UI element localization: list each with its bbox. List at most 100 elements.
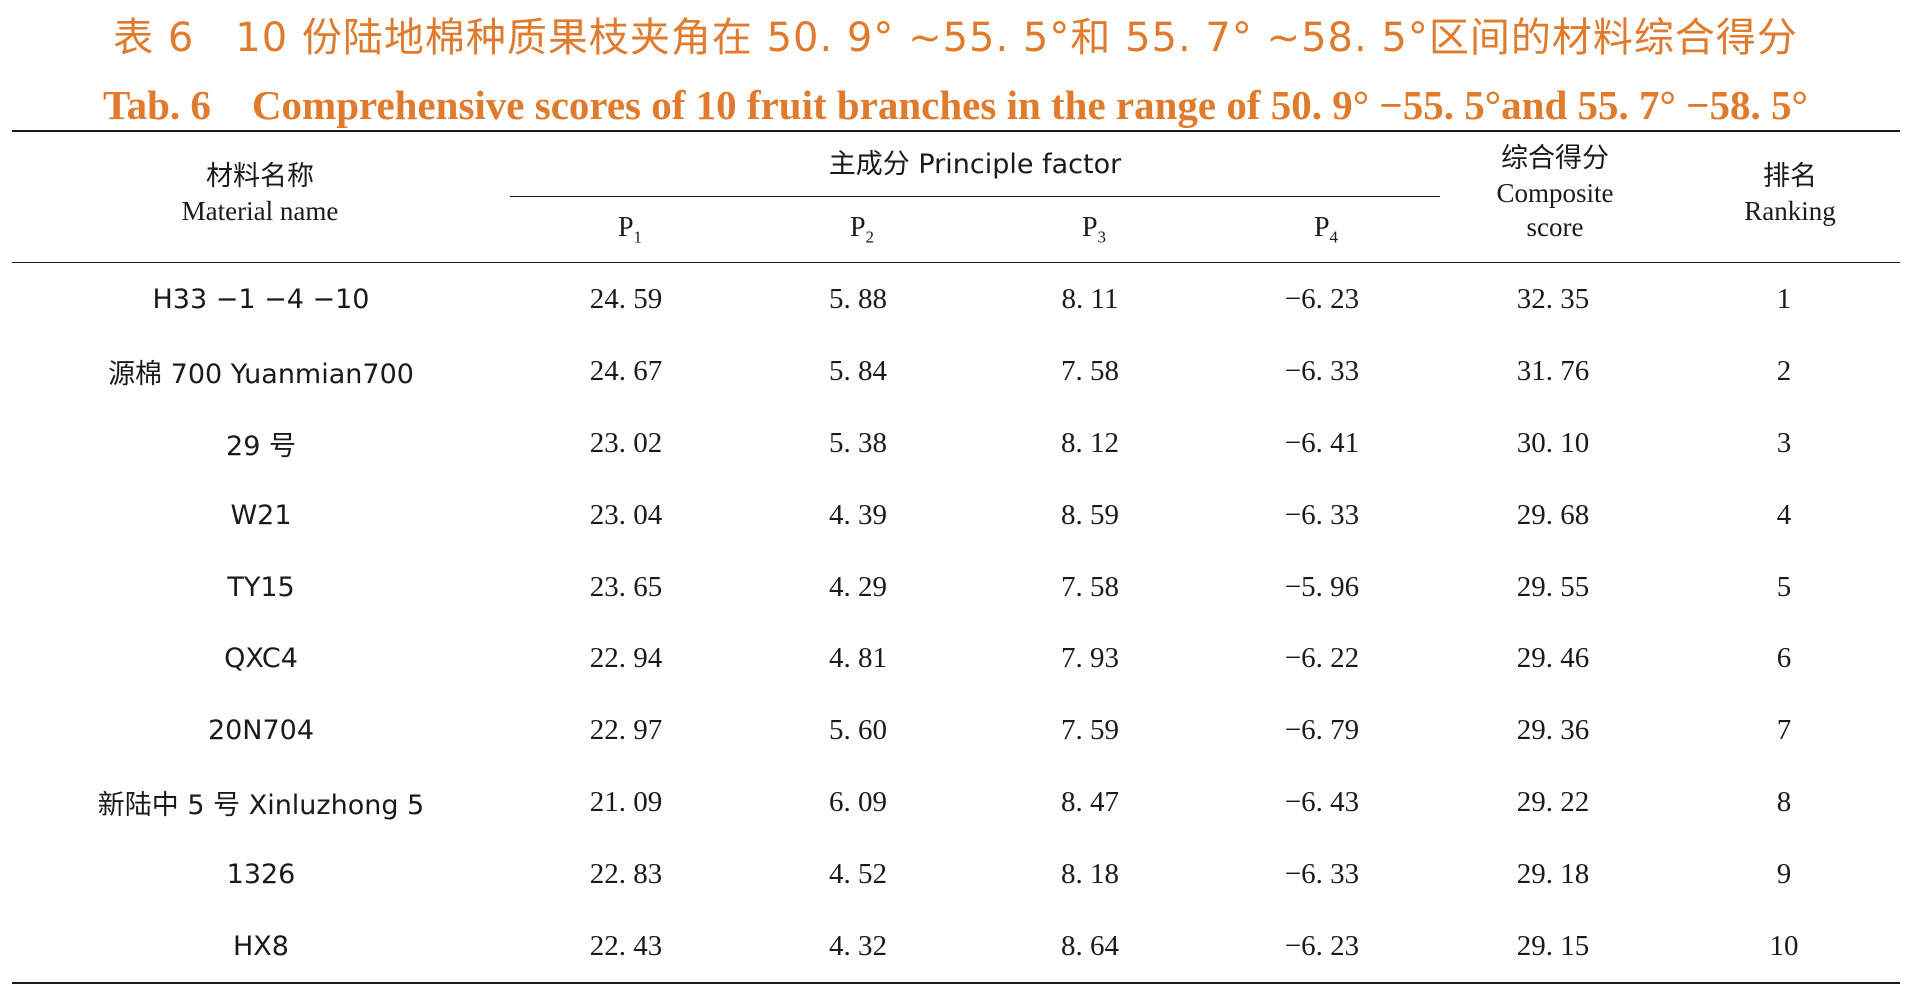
cell-p3: 7. 93 bbox=[1061, 642, 1119, 675]
header-composite-en-2: score bbox=[1526, 212, 1584, 242]
cell-p3: 8. 18 bbox=[1061, 857, 1119, 890]
cell-rank: 5 bbox=[1776, 570, 1792, 603]
header-principal-factor: 主成分 Principle factor bbox=[510, 148, 1440, 182]
header-ranking-en: Ranking bbox=[1744, 196, 1836, 226]
cell-p3: 7. 58 bbox=[1061, 570, 1119, 603]
table-row: H33 −1 −4 −10 24. 59 5. 88 8. 11 −6. 23 … bbox=[12, 264, 1900, 336]
cell-p2: 4. 52 bbox=[829, 857, 887, 890]
cell-p1: 22. 43 bbox=[589, 929, 663, 962]
cell-p2: 5. 88 bbox=[829, 283, 887, 316]
header-material-name: 材料名称 Material name bbox=[70, 160, 450, 228]
cell-p2: 5. 84 bbox=[829, 355, 887, 388]
header-composite-score: 综合得分 Composite score bbox=[1440, 142, 1670, 244]
cell-p3: 8. 12 bbox=[1061, 426, 1119, 459]
cell-score: 31. 76 bbox=[1516, 355, 1590, 388]
cell-material: 新陆中 5 号 Xinluzhong 5 bbox=[97, 789, 425, 821]
cell-p3: 8. 11 bbox=[1061, 283, 1119, 316]
cell-rank: 10 bbox=[1769, 929, 1799, 962]
header-material-en: Material name bbox=[181, 196, 339, 226]
table-title-english: Tab. 6 Comprehensive scores of 10 fruit … bbox=[103, 82, 1808, 128]
cell-score: 29. 18 bbox=[1516, 857, 1590, 890]
header-p3: P3 bbox=[1081, 212, 1107, 247]
header-p4: P4 bbox=[1313, 212, 1339, 247]
cell-rank: 8 bbox=[1776, 785, 1792, 818]
cell-material: 29 号 bbox=[226, 430, 296, 462]
cell-p4: −6. 23 bbox=[1284, 929, 1360, 962]
cell-material: 1326 bbox=[226, 858, 296, 890]
cell-p4: −6. 41 bbox=[1284, 426, 1360, 459]
header-ranking: 排名 Ranking bbox=[1690, 160, 1890, 228]
table-row: W21 23. 04 4. 39 8. 59 −6. 33 29. 68 4 bbox=[12, 479, 1900, 551]
cell-p2: 4. 32 bbox=[829, 929, 887, 962]
cell-p1: 24. 67 bbox=[589, 355, 663, 388]
principal-factor-underline bbox=[510, 196, 1440, 197]
cell-material: H33 −1 −4 −10 bbox=[152, 284, 370, 316]
cell-p3: 8. 64 bbox=[1061, 929, 1119, 962]
header-ranking-cn: 排名 bbox=[1763, 161, 1817, 192]
table-row: 29 号 23. 02 5. 38 8. 12 −6. 41 30. 10 3 bbox=[12, 408, 1900, 480]
cell-p2: 5. 60 bbox=[829, 714, 887, 747]
cell-p4: −6. 79 bbox=[1284, 714, 1360, 747]
cell-p2: 4. 29 bbox=[829, 570, 887, 603]
cell-p4: −6. 33 bbox=[1284, 355, 1360, 388]
cell-p1: 21. 09 bbox=[589, 785, 663, 818]
table-row: 1326 22. 83 4. 52 8. 18 −6. 33 29. 18 9 bbox=[12, 838, 1900, 910]
cell-score: 29. 36 bbox=[1516, 714, 1590, 747]
cell-rank: 9 bbox=[1776, 857, 1792, 890]
header-composite-en-1: Composite bbox=[1496, 178, 1614, 208]
cell-p4: −6. 33 bbox=[1284, 857, 1360, 890]
cell-p1: 23. 04 bbox=[589, 498, 663, 531]
cell-p3: 8. 47 bbox=[1061, 785, 1119, 818]
header-composite-cn: 综合得分 bbox=[1501, 143, 1609, 174]
cell-material: TY15 bbox=[227, 571, 295, 603]
cell-p1: 22. 97 bbox=[589, 714, 663, 747]
cell-p4: −6. 43 bbox=[1284, 785, 1360, 818]
cell-p2: 5. 38 bbox=[829, 426, 887, 459]
table-row: TY15 23. 65 4. 29 7. 58 −5. 96 29. 55 5 bbox=[12, 551, 1900, 623]
cell-score: 29. 15 bbox=[1516, 929, 1590, 962]
header-material-cn: 材料名称 bbox=[206, 161, 314, 192]
cell-p3: 7. 59 bbox=[1061, 714, 1119, 747]
cell-p2: 4. 39 bbox=[829, 498, 887, 531]
cell-rank: 7 bbox=[1776, 714, 1792, 747]
cell-rank: 2 bbox=[1776, 355, 1792, 388]
top-rule bbox=[12, 130, 1900, 132]
table-row: 20N704 22. 97 5. 60 7. 59 −6. 79 29. 36 … bbox=[12, 695, 1900, 767]
cell-material: 20N704 bbox=[207, 715, 315, 747]
cell-rank: 6 bbox=[1776, 642, 1792, 675]
cell-score: 29. 55 bbox=[1516, 570, 1590, 603]
table-title-chinese: 表 6 10 份陆地棉种质果枝夹角在 50. 9° ~55. 5°和 55. 7… bbox=[113, 15, 1798, 61]
cell-p4: −5. 96 bbox=[1284, 570, 1360, 603]
cell-p3: 8. 59 bbox=[1061, 498, 1119, 531]
header-p1: P1 bbox=[617, 212, 643, 247]
cell-rank: 3 bbox=[1776, 426, 1792, 459]
cell-rank: 4 bbox=[1776, 498, 1792, 531]
cell-material: QXC4 bbox=[224, 643, 298, 675]
cell-rank: 1 bbox=[1776, 283, 1792, 316]
cell-p4: −6. 23 bbox=[1284, 283, 1360, 316]
cell-p3: 7. 58 bbox=[1061, 355, 1119, 388]
cell-score: 29. 22 bbox=[1516, 785, 1590, 818]
table-row: HX8 22. 43 4. 32 8. 64 −6. 23 29. 15 10 bbox=[12, 910, 1900, 982]
table-row: 源棉 700 Yuanmian700 24. 67 5. 84 7. 58 −6… bbox=[12, 336, 1900, 408]
cell-p1: 23. 02 bbox=[589, 426, 663, 459]
cell-p2: 6. 09 bbox=[829, 785, 887, 818]
cell-score: 29. 68 bbox=[1516, 498, 1590, 531]
cell-p1: 22. 94 bbox=[589, 642, 663, 675]
cell-material: 源棉 700 Yuanmian700 bbox=[108, 359, 414, 391]
bottom-rule bbox=[12, 982, 1900, 984]
header-rule bbox=[12, 262, 1900, 263]
cell-p1: 23. 65 bbox=[589, 570, 663, 603]
cell-p4: −6. 33 bbox=[1284, 498, 1360, 531]
cell-material: W21 bbox=[230, 499, 292, 531]
table-row: 新陆中 5 号 Xinluzhong 5 21. 09 6. 09 8. 47 … bbox=[12, 767, 1900, 839]
header-p2: P2 bbox=[849, 212, 875, 247]
cell-score: 30. 10 bbox=[1516, 426, 1590, 459]
table-row: QXC4 22. 94 4. 81 7. 93 −6. 22 29. 46 6 bbox=[12, 623, 1900, 695]
cell-p1: 22. 83 bbox=[589, 857, 663, 890]
cell-score: 29. 46 bbox=[1516, 642, 1590, 675]
cell-p2: 4. 81 bbox=[829, 642, 887, 675]
cell-p1: 24. 59 bbox=[589, 283, 663, 316]
cell-score: 32. 35 bbox=[1516, 283, 1590, 316]
header-principal-factor-label: 主成分 Principle factor bbox=[828, 149, 1122, 180]
